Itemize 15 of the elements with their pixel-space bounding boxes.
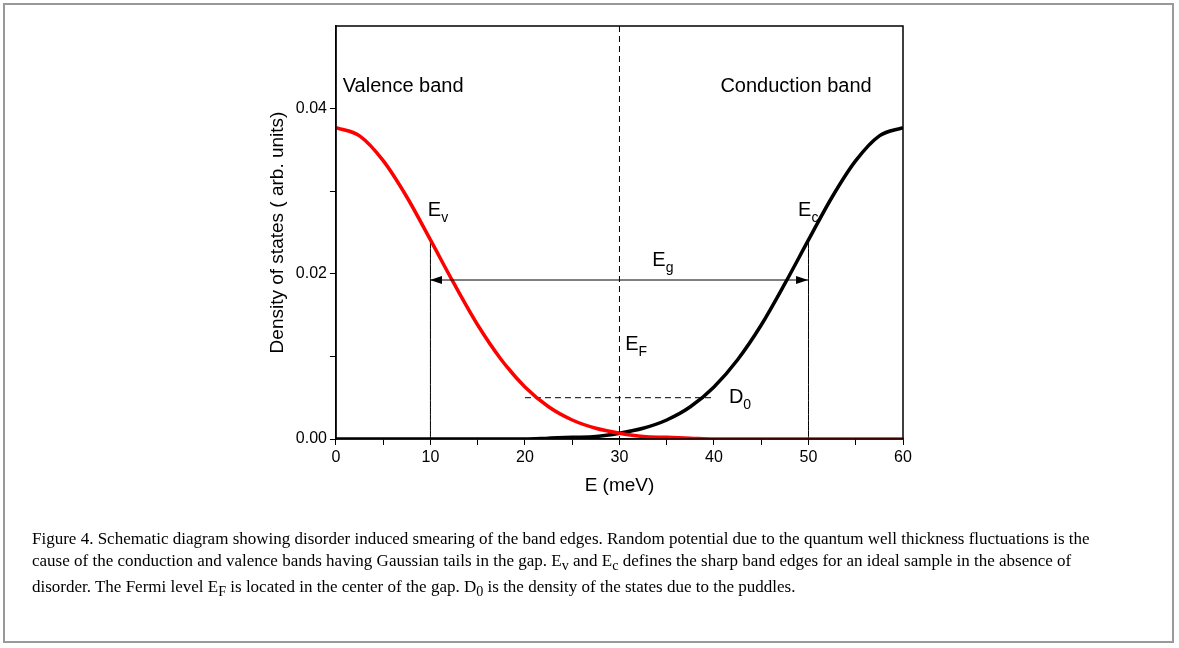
y-tick-label: 0.00 [295,429,328,447]
y-axis-title: Density of states ( arb. units) [265,111,287,354]
x-tick-label: 60 [894,448,912,466]
annotation: Conduction band [720,74,872,97]
x-tick-label: 30 [610,448,629,466]
y-tick-label: 0.04 [295,99,328,117]
x-tick-label: 50 [799,448,818,466]
x-tick-label: 10 [421,448,440,466]
text: Figure 4. Schematic diagram showing disorder induced smearing of the band edges. Random potential due to the quantum well thickness fluctuations is the cause of the conduction and valence bands having Gaussian tails in the gap. E$_{v}$ and E$_{c}$ defines the sharp band edges for an ideal sample in the absence of disorder. The Fermi level E$_{F}$ is located in the center of the gap. D$_{0}$ is the density of the states due to the puddles. [32,529,1090,600]
x-tick-label: 40 [705,448,723,466]
x-tick-label: 0 [331,448,341,466]
x-axis-title: E (meV) [584,473,655,495]
annotation: Valence band [342,74,464,97]
y-tick-label: 0.02 [295,264,328,282]
x-tick-label: 20 [516,448,534,466]
